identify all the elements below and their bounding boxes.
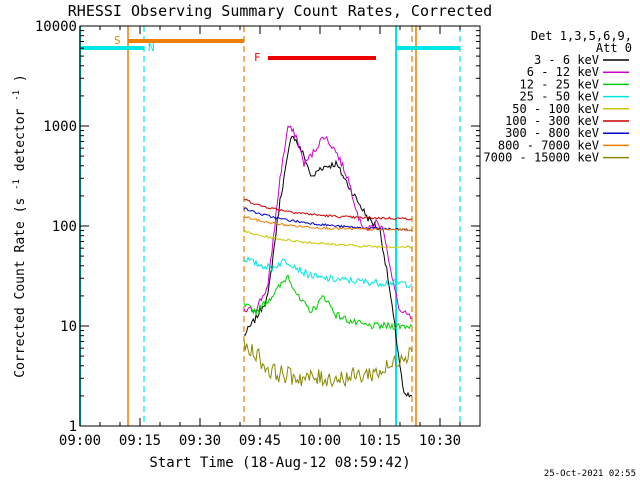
legend-label: 300 - 800 keV: [505, 126, 599, 140]
legend-label: 100 - 300 keV: [505, 114, 599, 128]
x-tick-label: 09:30: [179, 433, 221, 449]
series-line-7: [243, 214, 413, 232]
series-line-4: [243, 230, 413, 249]
y-axis-label-sup-2: -1: [12, 90, 22, 101]
series-line-8: [243, 339, 413, 388]
x-tick-label: 10:15: [359, 433, 401, 449]
series-line-1: [243, 125, 413, 320]
y-tick-label: 100: [52, 219, 77, 235]
x-tick-label: 09:15: [119, 433, 161, 449]
y-tick-label: 10000: [35, 19, 77, 35]
series-line-3: [243, 255, 413, 288]
flare-label: F: [254, 51, 261, 64]
y-tick-label: 1000: [43, 119, 77, 135]
series-line-5: [243, 198, 413, 221]
legend-label: 25 - 50 keV: [520, 90, 599, 104]
legend-label: 50 - 100 keV: [512, 102, 599, 116]
x-axis-ticks: 09:00 09:15 09:30 09:45 10:00 10:15 10:30: [59, 26, 481, 449]
x-tick-label: 10:00: [299, 433, 341, 449]
footer-timestamp: 25-Oct-2021 02:55: [544, 469, 636, 479]
y-axis-label-part-3: ): [13, 74, 28, 82]
x-tick-label: 10:30: [419, 433, 461, 449]
saa-label: S: [114, 34, 121, 47]
series-line-0: [243, 135, 413, 398]
legend-header-detectors: Det 1,3,5,6,9,: [531, 29, 632, 43]
x-tick-label: 09:45: [239, 433, 281, 449]
y-axis-ticks: 1 10 100 1000 10000: [35, 19, 480, 435]
y-axis-label-part-2: detector: [13, 108, 28, 171]
legend-label: 3 - 6 keV: [534, 53, 599, 67]
night-label: N: [148, 41, 155, 54]
y-axis-label: Corrected Count Rate (s -1 detector -1 ): [8, 74, 28, 377]
count-rate-series: [243, 125, 413, 398]
y-axis-label-part-1: Corrected Count Rate (s: [13, 198, 28, 378]
y-tick-label: 1: [69, 419, 77, 435]
x-axis-label: Start Time (18-Aug-12 08:59:42): [149, 455, 410, 471]
legend-label: 7000 - 15000 keV: [483, 151, 599, 165]
chart-title: RHESSI Observing Summary Count Rates, Co…: [68, 2, 492, 20]
y-axis-label-sup-1: -1: [12, 179, 22, 190]
legend-header-attenuator: Att 0: [596, 41, 632, 55]
series-line-6: [243, 207, 412, 232]
series-line-2: [243, 274, 413, 331]
y-tick-label: 10: [60, 319, 77, 335]
x-tick-label: 09:00: [59, 433, 101, 449]
legend-label: 12 - 25 keV: [520, 77, 599, 91]
plot-frame: [79, 25, 481, 427]
legend-label: 800 - 7000 keV: [498, 138, 599, 152]
legend-label: 6 - 12 keV: [527, 65, 599, 79]
observing-overlays: S N F: [79, 26, 461, 426]
